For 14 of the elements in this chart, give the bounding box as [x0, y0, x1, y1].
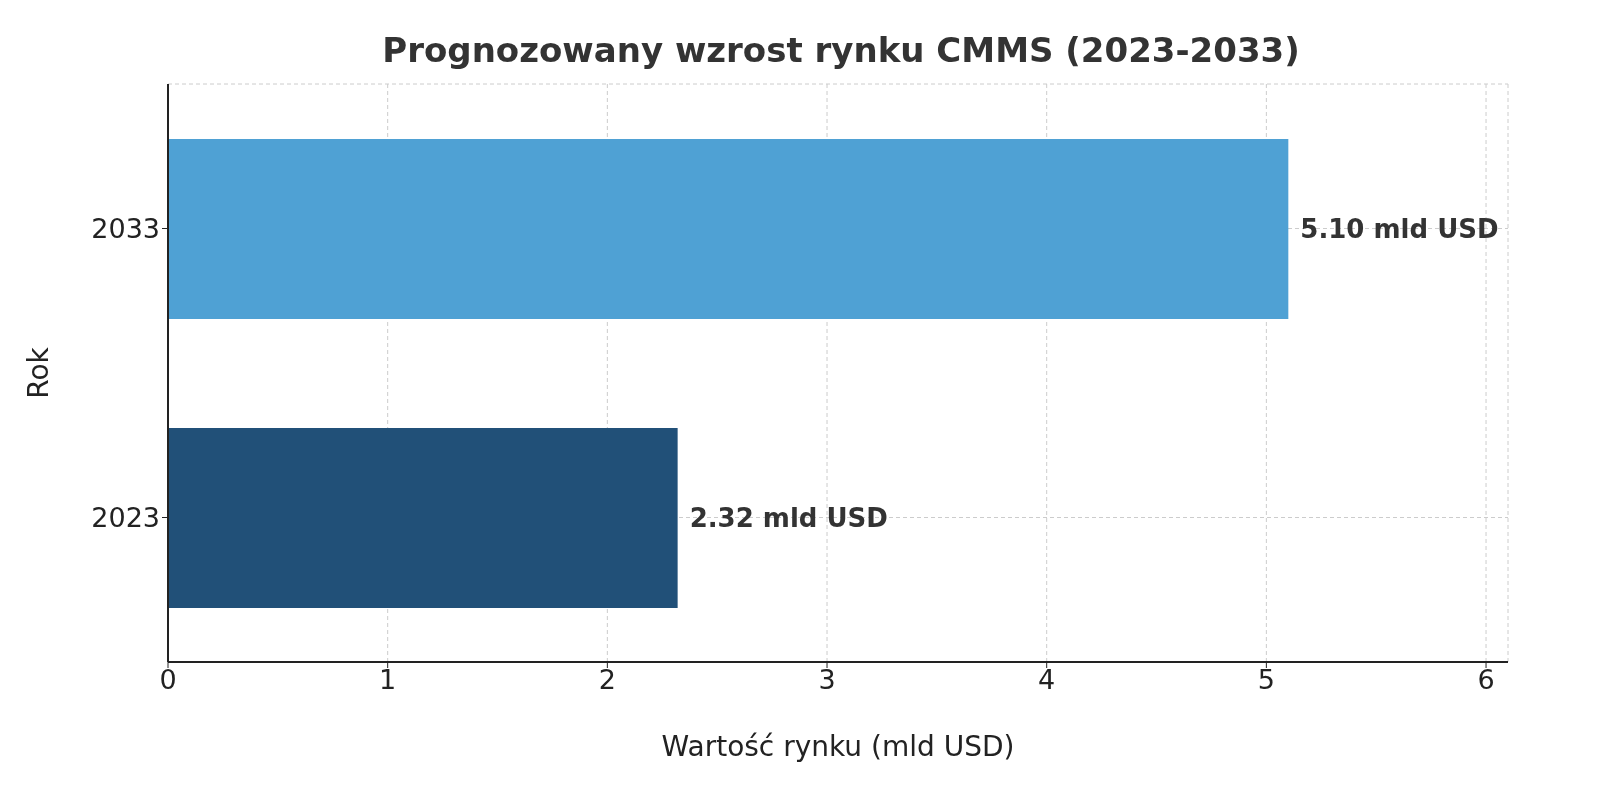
x-tick-label: 5	[1257, 664, 1275, 696]
x-tick-label: 0	[159, 664, 177, 696]
data-label: 5.10 mld USD	[1300, 214, 1499, 245]
x-axis-title: Wartość rynku (mld USD)	[661, 730, 1015, 763]
x-tick-label: 1	[379, 664, 397, 696]
x-tick-label: 3	[818, 664, 836, 696]
y-tick-label: 2033	[91, 213, 160, 245]
y-axis-title: Rok	[21, 346, 55, 399]
x-tick-label: 6	[1477, 664, 1495, 696]
x-tick-label: 4	[1038, 664, 1056, 696]
x-tick-label: 2	[598, 664, 616, 696]
data-label: 2.32 mld USD	[689, 503, 888, 534]
y-tick-label: 2023	[91, 502, 160, 534]
chart-title: Prognozowany wzrost rynku CMMS (2023-2033)	[381, 30, 1301, 70]
